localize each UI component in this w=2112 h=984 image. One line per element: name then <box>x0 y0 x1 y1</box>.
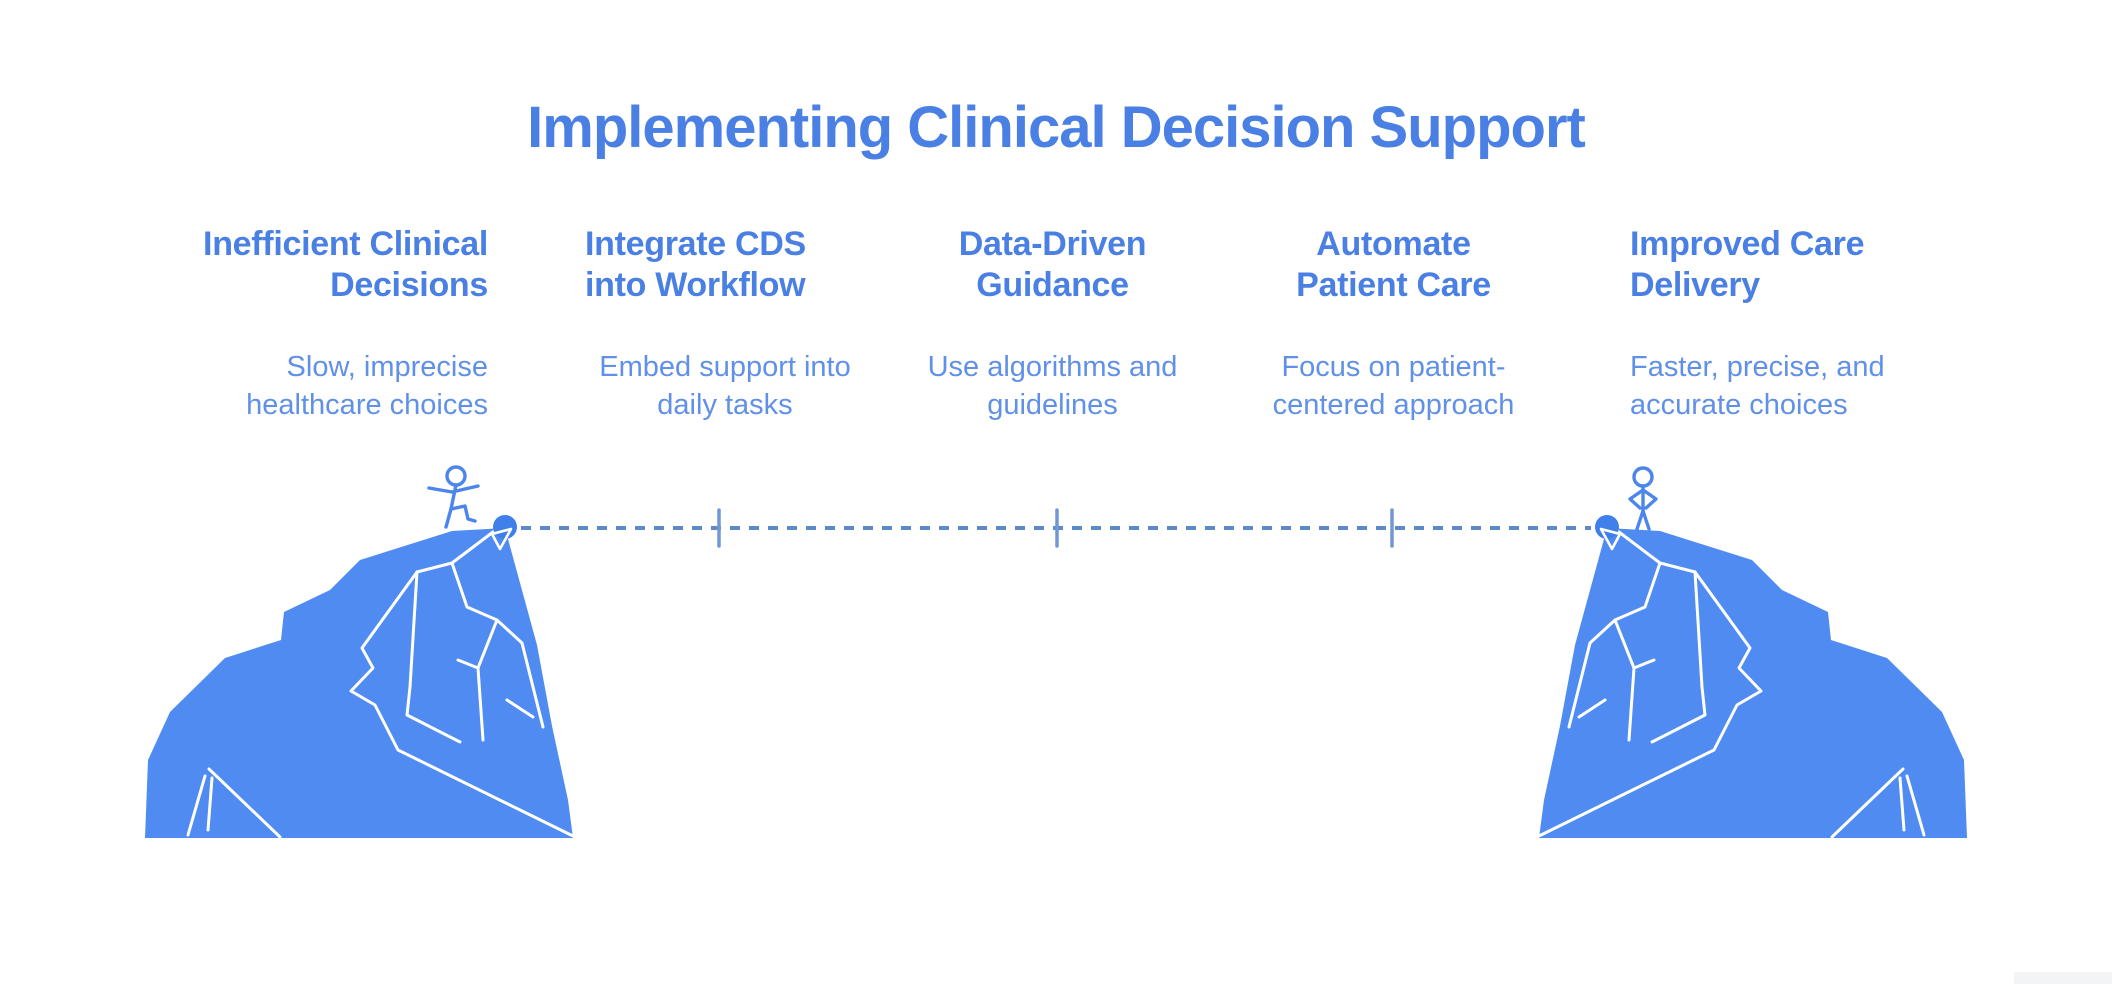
step-column-1: Inefficient Clinical Decisions Slow, imp… <box>88 224 488 424</box>
page-title: Implementing Clinical Decision Support <box>527 95 1586 160</box>
step-description-3: Use algorithms and guidelines <box>927 350 1178 421</box>
cliff-right <box>1537 513 1969 840</box>
step-heading-4: Automate Patient Care <box>1296 225 1491 305</box>
stick-figure-left <box>427 465 480 529</box>
step-heading-1: Inefficient Clinical Decisions <box>203 225 488 305</box>
step-column-5: Improved Care Delivery Faster, precise, … <box>1630 224 1930 424</box>
step-column-3: Data-Driven Guidance Use algorithms and … <box>895 224 1210 424</box>
step-description-4: Focus on patient- centered approach <box>1272 350 1515 421</box>
step-column-4: Automate Patient Care Focus on patient- … <box>1236 224 1551 424</box>
step-heading-3: Data-Driven Guidance <box>958 225 1147 305</box>
corner-artifact <box>2014 972 2112 984</box>
dashed-connector <box>521 508 1591 548</box>
connector-dot <box>493 515 517 539</box>
step-description-2: Embed support into daily tasks <box>599 350 851 421</box>
step-heading-2: Integrate CDS into Workflow <box>585 225 806 305</box>
cliff-left <box>145 515 575 839</box>
step-column-2: Integrate CDS into Workflow Embed suppor… <box>585 224 865 424</box>
step-description-1: Slow, imprecise healthcare choices <box>246 350 488 421</box>
step-heading-5: Improved Care Delivery <box>1630 225 1865 305</box>
stick-figure-right <box>1628 466 1658 531</box>
step-description-5: Faster, precise, and accurate choices <box>1630 350 1885 421</box>
